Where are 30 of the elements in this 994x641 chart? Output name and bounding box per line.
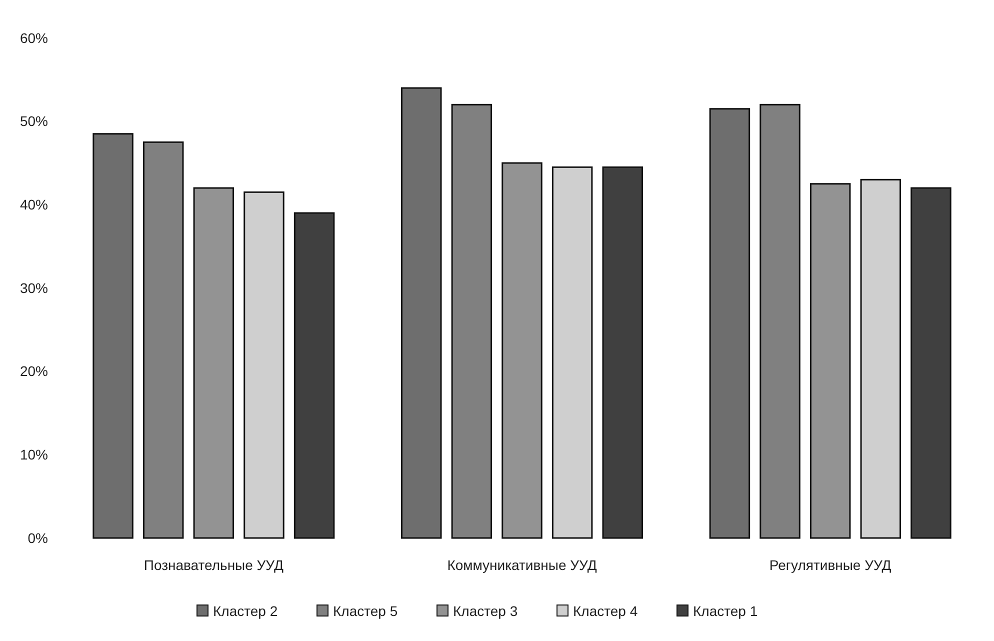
legend-label: Кластер 4 — [573, 602, 638, 619]
y-tick-label: 20% — [20, 363, 48, 380]
bar — [810, 183, 851, 539]
bar — [602, 166, 643, 539]
y-tick-label: 50% — [20, 113, 48, 130]
bar — [92, 133, 134, 539]
y-tick-label: 30% — [20, 280, 48, 296]
bar — [552, 166, 593, 539]
y-tick-label: 40% — [20, 196, 48, 213]
bar — [760, 104, 800, 539]
bar — [451, 104, 492, 539]
bar — [401, 87, 442, 539]
x-tick-label: Коммуникативные УУД — [447, 557, 598, 573]
bar — [244, 191, 284, 539]
y-tick-label: 10% — [20, 446, 48, 463]
bar — [860, 178, 902, 539]
bar — [142, 141, 184, 539]
x-tick-label: Познавательные УУД — [144, 557, 284, 573]
y-tick-label: 60% — [20, 30, 48, 46]
bar — [193, 187, 234, 539]
legend-label: Кластер 1 — [693, 602, 758, 619]
legend-label: Кластер 3 — [453, 602, 518, 619]
bar — [294, 212, 335, 539]
legend-label: Кластер 2 — [213, 602, 278, 619]
x-tick-label: Регулятивные УУД — [769, 557, 892, 573]
y-tick-label: 0% — [28, 530, 48, 546]
legend-label: Кластер 5 — [333, 602, 398, 619]
bar — [910, 187, 952, 539]
bar — [709, 108, 750, 539]
bar — [502, 162, 542, 539]
